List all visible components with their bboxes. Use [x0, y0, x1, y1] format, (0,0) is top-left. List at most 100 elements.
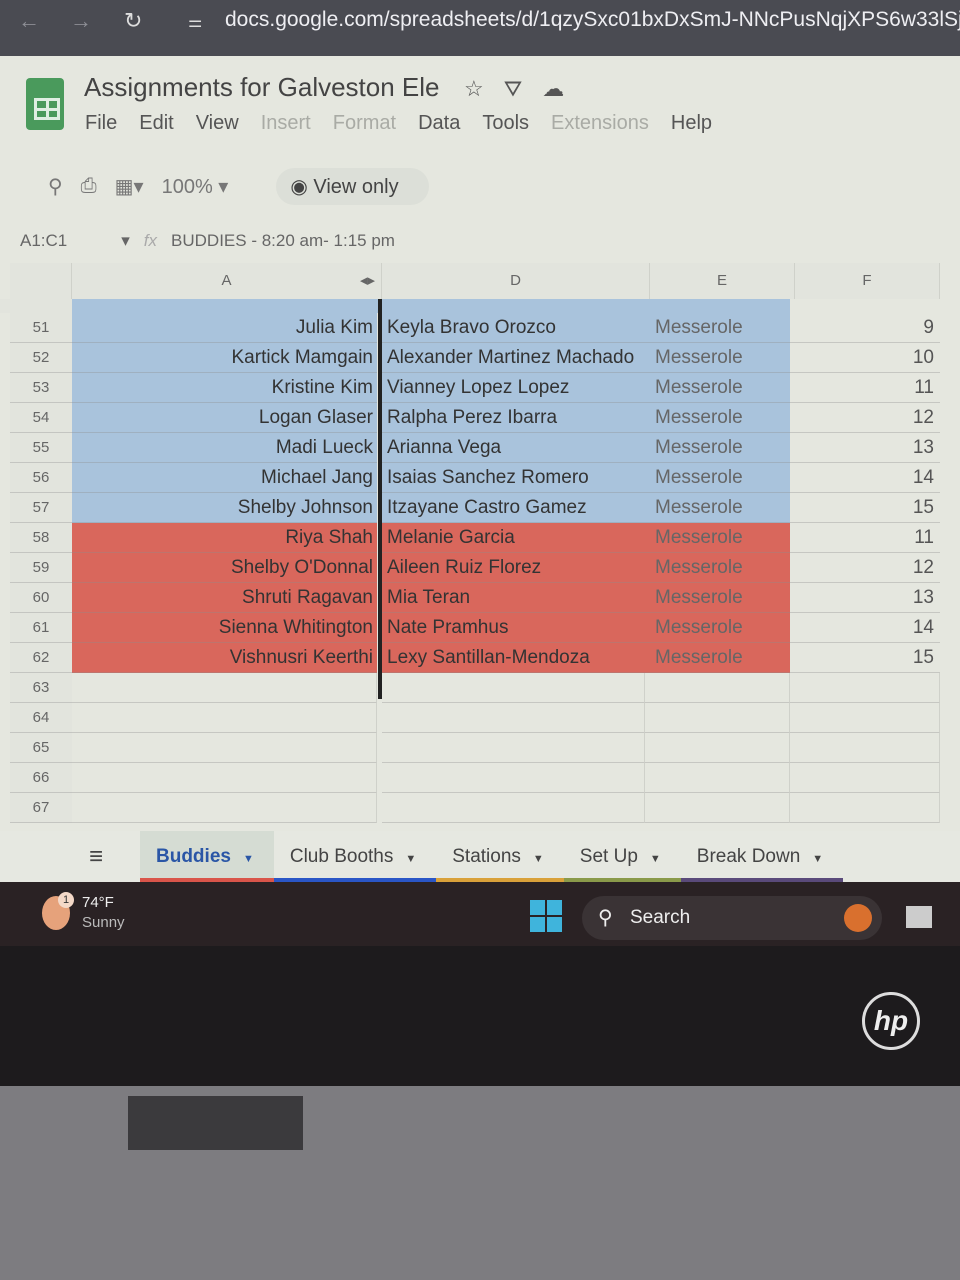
cell-a[interactable] — [72, 793, 377, 823]
cell-a[interactable] — [72, 733, 377, 763]
tab-dropdown-icon[interactable]: ▼ — [812, 853, 824, 865]
hidden-columns-arrows-icon[interactable]: ◂▸ — [359, 272, 375, 289]
cell-f[interactable]: 13 — [790, 583, 940, 613]
name-box-dropdown-icon[interactable]: ▾ — [121, 231, 130, 250]
cell-e[interactable]: Messerole — [645, 403, 790, 433]
tab-dropdown-icon[interactable]: ▼ — [649, 853, 661, 865]
cell-d[interactable] — [382, 763, 645, 793]
cell-d[interactable]: Mia Teran — [382, 583, 645, 613]
cell-d[interactable]: Itzayane Castro Gamez — [382, 493, 645, 523]
all-sheets-menu-icon[interactable]: ≡ — [88, 843, 103, 870]
sheet-tab-club-booths[interactable]: Club Booths ▼ — [273, 831, 437, 883]
cell-e[interactable]: Messerole — [645, 583, 790, 613]
site-settings-icon[interactable]: ⚌ — [188, 14, 203, 31]
column-header-f[interactable]: F — [795, 263, 940, 299]
row-number[interactable]: 51 — [10, 313, 72, 343]
cell-e[interactable]: Messerole — [645, 613, 790, 643]
cell-d[interactable] — [382, 733, 645, 763]
cell-e[interactable]: Messerole — [645, 493, 790, 523]
cell-a[interactable]: Shelby O'Donnal — [72, 553, 377, 583]
cell-a[interactable]: Madi Lueck — [72, 433, 377, 463]
reload-icon[interactable]: ↻ — [124, 8, 143, 33]
cell-a[interactable]: Kristine Kim — [72, 373, 377, 403]
tab-dropdown-icon[interactable]: ▼ — [532, 853, 544, 865]
star-icon[interactable]: ☆ — [464, 76, 504, 101]
row-number[interactable]: 67 — [10, 793, 72, 823]
cell-e[interactable]: Messerole — [645, 433, 790, 463]
cell-e[interactable]: Messerole — [645, 343, 790, 373]
cell-a[interactable] — [72, 703, 377, 733]
row-number[interactable]: 61 — [10, 613, 72, 643]
row-number[interactable]: 57 — [10, 493, 72, 523]
cell-f[interactable]: 13 — [790, 433, 940, 463]
cell-d[interactable]: Melanie Garcia — [382, 523, 645, 553]
menu-data[interactable]: Data — [418, 112, 461, 134]
cell-f[interactable]: 14 — [790, 613, 940, 643]
row-number[interactable]: 65 — [10, 733, 72, 763]
sheet-tab-set-up[interactable]: Set Up ▼ — [563, 831, 681, 883]
cell-f[interactable]: 11 — [790, 373, 940, 403]
cell-d[interactable] — [382, 703, 645, 733]
column-header-a[interactable]: A ◂▸ — [72, 263, 382, 299]
name-box[interactable]: A1:C1 — [20, 231, 68, 250]
cell-a[interactable]: Sienna Whitington — [72, 613, 377, 643]
cell-f[interactable] — [790, 733, 940, 763]
task-view-icon[interactable] — [906, 906, 932, 928]
cell-a[interactable]: Shruti Ragavan — [72, 583, 377, 613]
cell-a[interactable]: Vishnusri Keerthi — [72, 643, 377, 673]
sheets-logo-icon[interactable] — [26, 78, 64, 130]
row-number[interactable]: 59 — [10, 553, 72, 583]
cell-f[interactable] — [790, 673, 940, 703]
sheet-tab-break-down[interactable]: Break Down ▼ — [680, 831, 844, 883]
cell-a[interactable]: Julia Kim — [72, 313, 377, 343]
cell-e[interactable]: Messerole — [645, 463, 790, 493]
cell-f[interactable] — [790, 793, 940, 823]
cell-a[interactable]: Kartick Mamgain — [72, 343, 377, 373]
zoom-select[interactable]: 100% ▾ — [161, 176, 229, 198]
row-number[interactable]: 62 — [10, 643, 72, 673]
cell-f[interactable]: 11 — [790, 523, 940, 553]
cell-e[interactable] — [645, 733, 790, 763]
print-icon[interactable]: ⎙ — [80, 175, 97, 197]
row-number[interactable]: 64 — [10, 703, 72, 733]
cell-d[interactable]: Keyla Bravo Orozco — [382, 313, 645, 343]
cell-d[interactable] — [382, 793, 645, 823]
row-number[interactable]: 55 — [10, 433, 72, 463]
forward-icon[interactable]: → — [70, 8, 92, 33]
cell-d[interactable]: Vianney Lopez Lopez — [382, 373, 645, 403]
cell-f[interactable]: 15 — [790, 643, 940, 673]
view-only-button[interactable]: ◉ View only — [276, 168, 429, 205]
row-number[interactable]: 52 — [10, 343, 72, 373]
frozen-column-divider[interactable] — [378, 299, 382, 699]
menu-file[interactable]: File — [85, 112, 118, 134]
move-icon[interactable]: ⛛ — [503, 76, 543, 101]
menu-edit[interactable]: Edit — [139, 112, 174, 134]
cell-a[interactable] — [72, 673, 377, 703]
cell-d[interactable] — [382, 673, 645, 703]
cell-f[interactable]: 12 — [790, 403, 940, 433]
spreadsheet-grid[interactable]: A ◂▸ D E F 51 Julia Kim Keyla Bravo Orozco… — [0, 263, 960, 833]
cell-e[interactable] — [645, 703, 790, 733]
cell-d[interactable]: Ralpha Perez Ibarra — [382, 403, 645, 433]
cell-a[interactable]: Michael Jang — [72, 463, 377, 493]
column-header-e[interactable]: E — [650, 263, 795, 299]
cell-d[interactable]: Alexander Martinez Machado — [382, 343, 645, 373]
row-number[interactable]: 54 — [10, 403, 72, 433]
menu-view[interactable]: View — [195, 112, 239, 134]
cell-e[interactable]: Messerole — [645, 523, 790, 553]
cell-f[interactable]: 9 — [790, 313, 940, 343]
cell-a[interactable] — [72, 763, 377, 793]
windows-start-icon[interactable] — [530, 900, 562, 932]
row-number[interactable]: 66 — [10, 763, 72, 793]
row-number[interactable]: 63 — [10, 673, 72, 703]
tab-dropdown-icon[interactable]: ▼ — [405, 853, 417, 865]
cell-f[interactable]: 14 — [790, 463, 940, 493]
menu-format[interactable]: Format — [332, 112, 397, 134]
cell-f[interactable] — [790, 763, 940, 793]
cell-a[interactable]: Logan Glaser — [72, 403, 377, 433]
cell-a[interactable]: Shelby Johnson — [72, 493, 377, 523]
cell-f[interactable]: 10 — [790, 343, 940, 373]
menu-extensions[interactable]: Extensions — [551, 112, 649, 134]
cell-e[interactable] — [645, 763, 790, 793]
cell-d[interactable]: Arianna Vega — [382, 433, 645, 463]
